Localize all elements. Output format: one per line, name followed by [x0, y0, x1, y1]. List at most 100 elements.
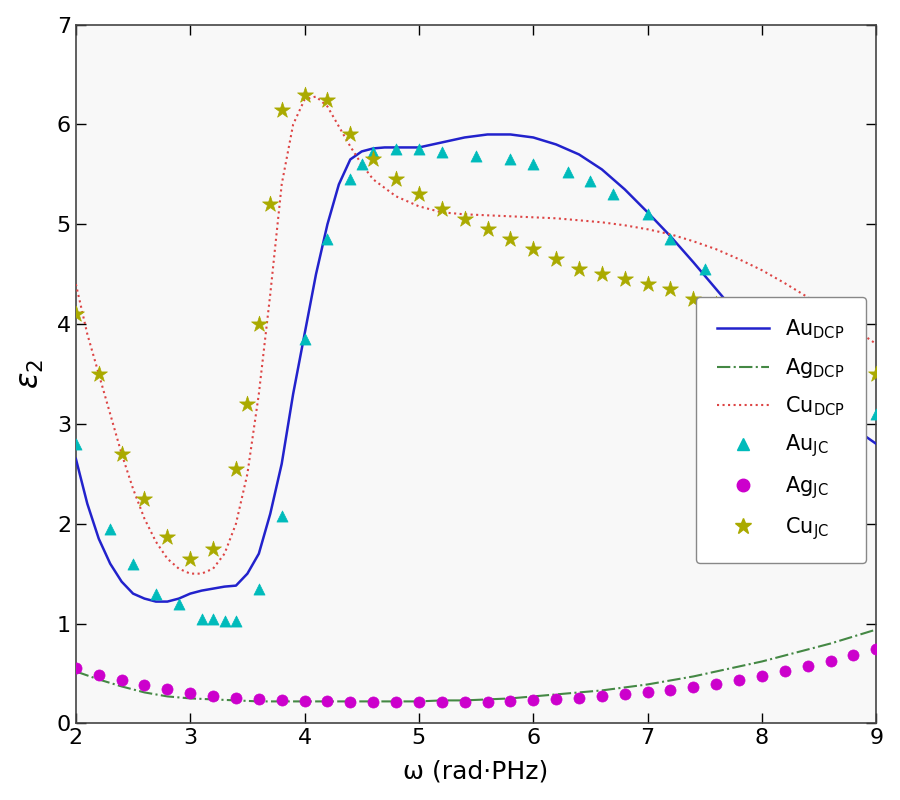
- Point: [229, 692, 243, 705]
- Point: [789, 348, 804, 361]
- Point: [229, 462, 243, 475]
- Point: [869, 407, 884, 420]
- X-axis label: ω (rad·PHz): ω (rad·PHz): [403, 759, 549, 783]
- Point: [343, 696, 357, 709]
- Point: [595, 268, 609, 281]
- Point: [481, 696, 495, 709]
- Point: [389, 173, 403, 186]
- Point: [846, 356, 860, 369]
- Point: [686, 293, 700, 306]
- Point: [686, 681, 700, 694]
- Point: [481, 223, 495, 236]
- Point: [206, 612, 220, 625]
- Point: [194, 612, 209, 625]
- Point: [606, 188, 620, 201]
- Point: [869, 368, 884, 381]
- Point: [68, 438, 83, 450]
- Point: [343, 128, 357, 141]
- Point: [92, 669, 106, 682]
- Point: [183, 687, 197, 700]
- Point: [435, 203, 449, 216]
- Point: [709, 678, 724, 691]
- Point: [812, 362, 826, 375]
- Point: [732, 298, 746, 310]
- Point: [572, 263, 586, 276]
- Point: [824, 340, 838, 353]
- Point: [274, 510, 289, 522]
- Point: [366, 696, 381, 709]
- Point: [435, 696, 449, 709]
- Point: [92, 368, 106, 381]
- Point: [411, 143, 426, 156]
- Point: [663, 282, 678, 295]
- Point: [503, 233, 517, 246]
- Point: [389, 696, 403, 709]
- Point: [663, 684, 678, 697]
- Point: [138, 679, 152, 692]
- Point: [800, 330, 814, 343]
- Point: [732, 302, 746, 315]
- Point: [183, 552, 197, 565]
- Point: [709, 298, 724, 310]
- Point: [126, 558, 140, 570]
- Point: [297, 695, 311, 708]
- Point: [778, 321, 792, 334]
- Point: [252, 318, 266, 330]
- Point: [160, 530, 175, 543]
- Point: [824, 655, 838, 668]
- Point: [641, 686, 655, 699]
- Point: [617, 273, 632, 286]
- Point: [206, 542, 220, 555]
- Point: [583, 175, 598, 188]
- Point: [469, 150, 483, 163]
- Point: [778, 665, 792, 678]
- Point: [389, 143, 403, 156]
- Point: [366, 146, 381, 159]
- Point: [138, 492, 152, 505]
- Point: [595, 690, 609, 703]
- Point: [252, 693, 266, 706]
- Point: [869, 643, 884, 656]
- Point: [172, 597, 186, 610]
- Y-axis label: $\epsilon_2$: $\epsilon_2$: [17, 359, 46, 389]
- Point: [698, 263, 712, 276]
- Point: [252, 582, 266, 595]
- Point: [217, 614, 231, 627]
- Point: [320, 695, 335, 708]
- Point: [526, 243, 540, 256]
- Point: [297, 88, 311, 101]
- Point: [800, 660, 814, 673]
- Point: [503, 695, 517, 708]
- Point: [561, 166, 575, 178]
- Point: [263, 198, 277, 210]
- Point: [641, 278, 655, 290]
- Point: [732, 674, 746, 687]
- Point: [148, 587, 163, 600]
- Point: [68, 662, 83, 675]
- Point: [457, 213, 472, 226]
- Point: [103, 522, 117, 535]
- Point: [755, 313, 770, 326]
- Point: [572, 692, 586, 705]
- Point: [663, 233, 678, 246]
- Point: [274, 694, 289, 707]
- Point: [846, 649, 860, 662]
- Point: [549, 253, 563, 266]
- Point: [366, 153, 381, 166]
- Point: [229, 614, 243, 627]
- Point: [835, 382, 850, 395]
- Point: [641, 208, 655, 221]
- Point: [68, 308, 83, 321]
- Point: [549, 693, 563, 706]
- Point: [411, 188, 426, 201]
- Point: [320, 233, 335, 246]
- Point: [411, 696, 426, 709]
- Point: [526, 694, 540, 707]
- Point: [457, 696, 472, 709]
- Point: [617, 688, 632, 701]
- Point: [355, 158, 369, 171]
- Point: [206, 690, 220, 703]
- Point: [755, 322, 770, 335]
- Point: [114, 447, 129, 460]
- Point: [320, 93, 335, 106]
